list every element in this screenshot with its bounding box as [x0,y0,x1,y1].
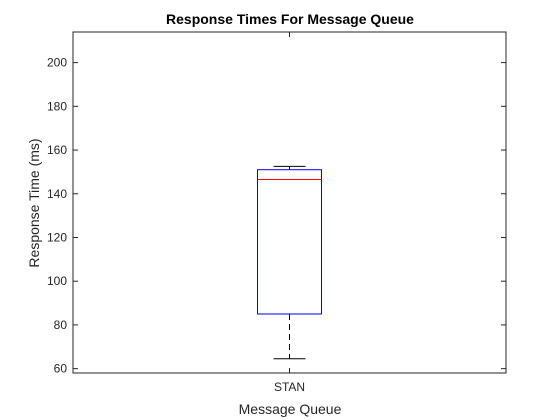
y-tick-label: 200 [47,56,67,70]
x-tick-label: STAN [274,380,305,394]
y-axis: 60 80 100 120 140 160 180 200 [47,56,506,376]
y-axis-label: Response Time (ms) [26,138,42,267]
y-tick-label: 140 [47,187,67,201]
x-axis-label: Message Queue [239,401,342,417]
chart-title: Response Times For Message Queue [166,11,414,27]
y-tick-label: 80 [54,318,68,332]
y-tick-label: 180 [47,99,67,113]
y-tick-label: 160 [47,143,67,157]
y-tick-label: 100 [47,274,67,288]
box-iqr [257,169,322,315]
x-axis: STAN [274,32,305,394]
box-series [257,165,322,360]
y-tick-label: 60 [54,362,68,376]
plot-area-frame [72,31,507,374]
y-tick-label: 120 [47,230,67,244]
